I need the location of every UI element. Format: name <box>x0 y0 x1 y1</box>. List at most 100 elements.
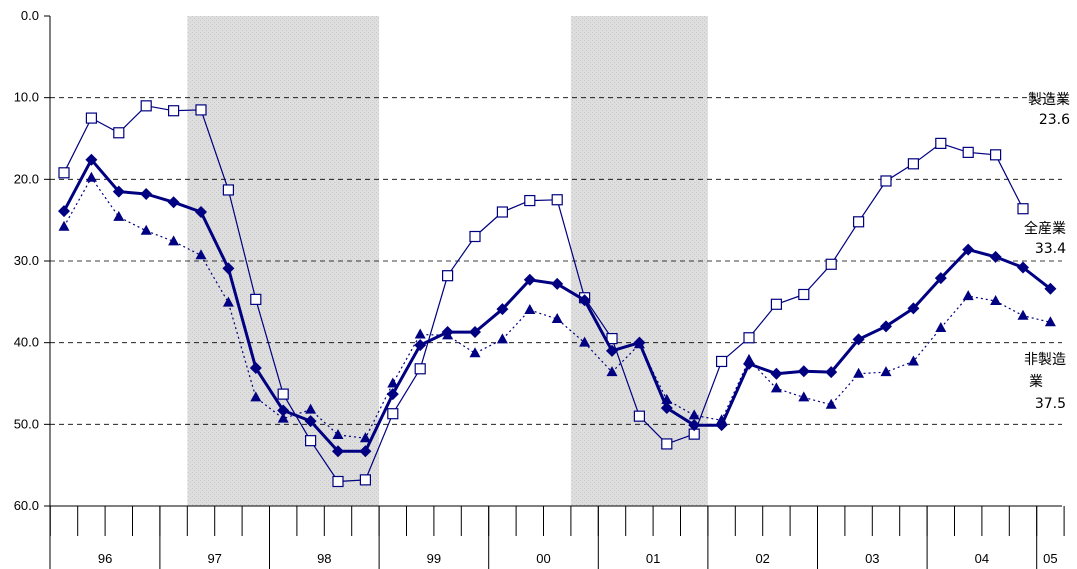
data-point-s0-2 <box>113 127 125 139</box>
data-point-s0-34 <box>989 149 1002 161</box>
data-point-s1-9 <box>304 415 317 428</box>
x-tick-label-02: 02 <box>755 551 769 566</box>
data-point-s2-5 <box>195 249 207 260</box>
x-tick-label-00: 00 <box>536 551 550 566</box>
data-point-s1-14 <box>441 326 454 339</box>
y-tick-label-5: 50.0 <box>14 416 39 431</box>
axes: 0.0 10.0 20.0 30.0 40.0 50.0 60.0 96 97 98 99 00 01 0… <box>14 8 1065 569</box>
data-point-s2-7 <box>250 391 262 402</box>
data-point-s1-15 <box>469 326 481 339</box>
data-point-s1-20 <box>606 344 618 357</box>
data-point-s2-32 <box>935 321 947 332</box>
data-point-s0-35 <box>1017 203 1029 215</box>
data-point-s1-35 <box>1017 261 1029 274</box>
data-point-s2-30 <box>880 366 892 377</box>
data-point-s2-18 <box>551 312 563 323</box>
data-point-s2-3 <box>140 224 152 235</box>
y-tick-label-0: 0.0 <box>21 8 39 23</box>
data-point-s0-0 <box>58 167 70 179</box>
data-point-s2-4 <box>168 235 180 246</box>
series-end-value-non-manufacturing: 37.5 <box>1035 396 1066 412</box>
data-point-s1-34 <box>989 250 1002 263</box>
data-point-s1-6 <box>222 262 235 275</box>
data-point-s1-36 <box>1044 282 1057 295</box>
data-point-s2-35 <box>1017 309 1029 320</box>
series-name-all-industries: 全産業 <box>1024 220 1066 237</box>
x-tick-label-99: 99 <box>427 551 441 566</box>
data-point-s2-28 <box>825 398 837 409</box>
data-point-s0-8 <box>277 388 289 400</box>
data-point-s2-29 <box>853 367 865 378</box>
data-point-s2-34 <box>990 295 1002 306</box>
data-point-s0-7 <box>250 293 262 305</box>
data-point-s2-19 <box>579 336 591 347</box>
data-point-s2-2 <box>113 210 125 221</box>
series-name-non-manufacturing-wrap: 業 <box>1029 374 1043 390</box>
series-labels: 製造業 23.6 全産業 33.4 非製造 業 37.5 <box>1024 92 1070 412</box>
y-tick-label-6: 60.0 <box>14 498 39 513</box>
x-tick-label-97: 97 <box>207 551 221 566</box>
data-point-s1-29 <box>852 333 865 346</box>
x-tick-label-04: 04 <box>975 551 989 566</box>
data-point-s1-28 <box>825 366 838 379</box>
data-point-s2-8 <box>277 412 289 423</box>
data-point-s0-4 <box>168 105 180 117</box>
data-point-s0-1 <box>85 112 98 124</box>
data-point-s2-31 <box>907 355 919 366</box>
data-point-s1-8 <box>277 404 290 417</box>
data-point-s0-18 <box>551 194 563 206</box>
data-point-s2-23 <box>688 409 700 420</box>
data-point-s0-9 <box>305 435 317 447</box>
data-point-s1-17 <box>523 273 536 286</box>
data-point-s2-11 <box>359 432 371 443</box>
series-name-non-manufacturing: 非製造 <box>1024 352 1066 368</box>
data-point-s0-13 <box>414 363 426 375</box>
data-point-s1-27 <box>797 365 810 378</box>
data-point-s2-33 <box>962 290 974 301</box>
data-point-s0-24 <box>715 355 728 368</box>
data-point-s2-13 <box>414 328 426 339</box>
data-point-s0-11 <box>359 474 371 486</box>
data-point-s0-31 <box>907 158 920 170</box>
data-point-s0-27 <box>798 288 810 301</box>
data-point-s1-13 <box>414 339 427 352</box>
data-point-s0-6 <box>222 184 234 196</box>
x-tick-label-98: 98 <box>317 551 331 566</box>
x-tick-label-05: 05 <box>1043 551 1057 566</box>
data-point-s1-12 <box>386 388 399 401</box>
data-point-s0-29 <box>852 216 865 228</box>
data-point-s1-3 <box>140 188 153 201</box>
data-point-s2-10 <box>332 428 344 439</box>
data-point-s0-16 <box>496 206 508 218</box>
x-tick-label-01: 01 <box>646 551 660 566</box>
data-point-s2-36 <box>1044 316 1056 327</box>
data-point-s1-24 <box>715 419 728 432</box>
series-lines <box>58 100 1057 488</box>
data-point-s0-10 <box>332 475 344 488</box>
data-point-s1-0 <box>58 205 70 218</box>
data-point-s2-17 <box>524 304 536 314</box>
data-point-s1-32 <box>934 272 947 285</box>
data-point-s2-0 <box>58 220 70 231</box>
data-point-s1-19 <box>578 294 591 307</box>
data-point-s2-26 <box>770 382 782 393</box>
x-tick-label-96: 96 <box>98 551 112 566</box>
data-point-s1-30 <box>880 320 892 333</box>
data-point-s1-1 <box>85 153 98 166</box>
data-point-s1-22 <box>660 402 673 414</box>
data-point-s0-14 <box>442 270 454 282</box>
data-point-s0-12 <box>387 408 399 420</box>
y-tick-label-2: 20.0 <box>14 171 39 186</box>
data-point-s0-22 <box>661 438 673 450</box>
data-point-s0-21 <box>633 410 646 422</box>
data-point-s0-32 <box>935 137 947 149</box>
data-point-s1-10 <box>332 445 344 458</box>
y-tick-label-3: 30.0 <box>14 253 39 268</box>
data-point-s1-7 <box>249 361 262 374</box>
data-point-s2-12 <box>387 377 399 388</box>
series-name-manufacturing: 製造業 <box>1028 92 1070 108</box>
gridlines <box>50 97 1062 425</box>
data-point-s2-9 <box>305 403 317 414</box>
data-point-s0-15 <box>469 230 481 243</box>
